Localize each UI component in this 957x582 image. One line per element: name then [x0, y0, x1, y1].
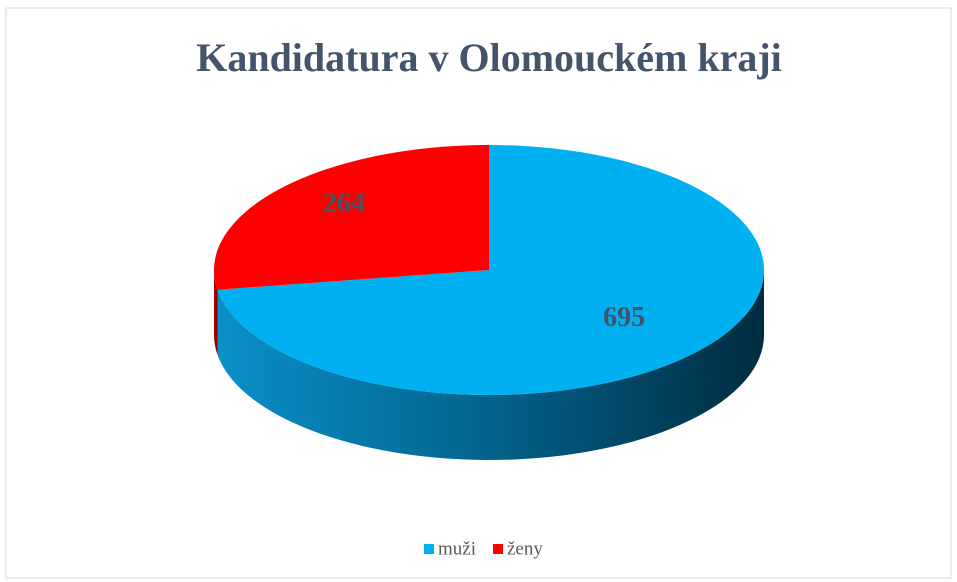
legend-label: muži — [438, 538, 476, 559]
legend-swatch — [424, 544, 434, 554]
pie-slice-side — [217, 270, 765, 460]
pie-slice-side — [214, 270, 218, 355]
pie-slice — [217, 145, 765, 395]
data-label: 695 — [603, 302, 645, 333]
data-label: 264 — [323, 188, 365, 219]
legend-label: ženy — [507, 538, 543, 559]
pie-slice — [213, 145, 489, 290]
chart-title: Kandidatura v Olomouckém kraji — [196, 35, 782, 80]
legend-swatch — [493, 544, 503, 554]
